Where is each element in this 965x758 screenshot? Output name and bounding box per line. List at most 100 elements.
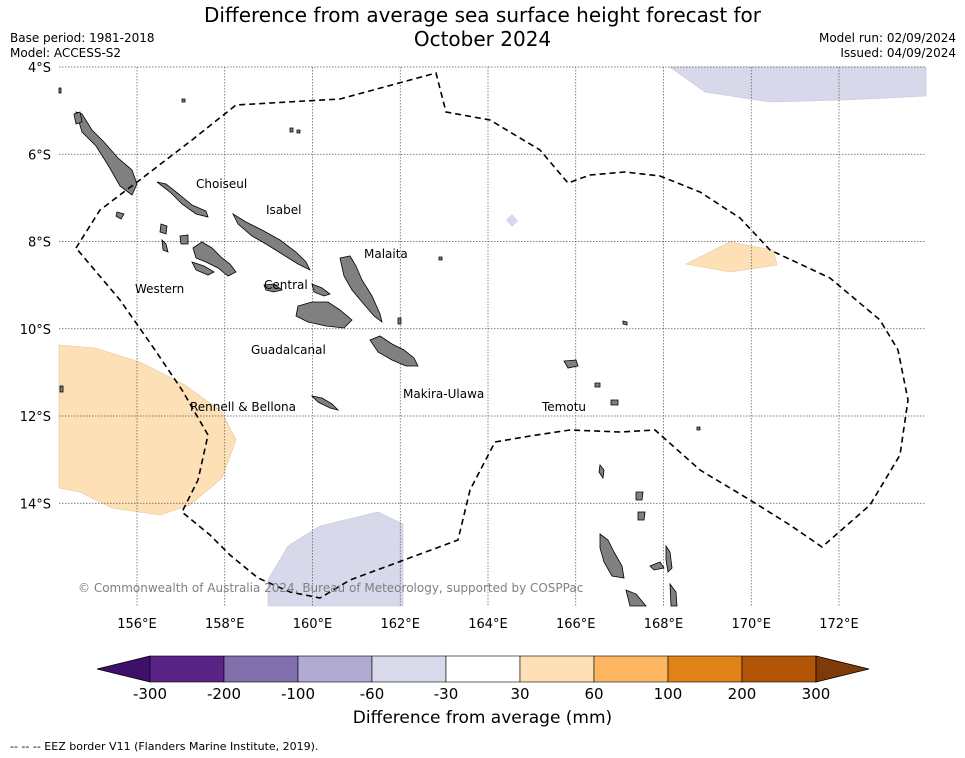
island-ontong-java [59, 385, 64, 393]
island-reef-5 [296, 129, 301, 134]
colorbar-tick: 100 [654, 685, 683, 703]
colorbar-tick: -60 [360, 685, 385, 703]
model-run: Model run: 02/09/2024 [818, 31, 956, 45]
lon-tick-label: 164°E [468, 617, 508, 632]
lat-tick-label: 12°S [20, 410, 51, 425]
colorbar-tick: -300 [133, 685, 167, 703]
province-labels: Choiseul Isabel Malaita Western Central … [135, 177, 586, 414]
lat-tick-label: 4°S [28, 61, 51, 76]
label-temotu: Temotu [541, 400, 586, 414]
model-name: Model: ACCESS-S2 [10, 46, 122, 60]
island-nissan [58, 87, 62, 94]
island-buka [73, 111, 83, 125]
colorbar-tick: 60 [584, 685, 603, 703]
issued-date: Issued: 04/09/2024 [840, 46, 956, 60]
colorbar-tick: -100 [281, 685, 315, 703]
island-reef-6 [438, 256, 443, 261]
island-choiseul [156, 181, 209, 218]
colorbar-tick: -30 [434, 685, 459, 703]
colorbar-extend-high [815, 655, 870, 683]
copyright-notice: © Commonwealth of Australia 2024, Bureau… [78, 581, 583, 595]
island-vella-lavella [159, 223, 168, 235]
island-vanua-lava [635, 491, 644, 501]
island-maewo [665, 544, 673, 573]
label-isabel: Isabel [266, 203, 301, 217]
island-russell [311, 283, 331, 297]
island-malaita [339, 255, 383, 323]
colorbar-segment [371, 655, 447, 683]
label-central: Central [264, 278, 308, 292]
island-gaua [637, 511, 646, 521]
colorbar-segment [741, 655, 817, 683]
meta-left: Base period: 1981-2018 Model: ACCESS-S2 [10, 31, 155, 61]
title-line-1: Difference from average sea surface heig… [203, 3, 762, 27]
anomaly-positive-west [58, 344, 237, 516]
colorbar-tick: 300 [802, 685, 831, 703]
chart-title: Difference from average sea surface heig… [0, 3, 965, 51]
meta-right: Model run: 02/09/2024 Issued: 04/09/2024 [819, 31, 956, 61]
anomaly-negative-speck [506, 214, 518, 227]
lon-tick-label: 160°E [293, 617, 333, 632]
island-isabel [232, 212, 311, 271]
lat-tick-label: 8°S [28, 236, 51, 251]
colorbar-segment [223, 655, 299, 683]
island-reef-1 [397, 317, 402, 325]
island-pentecost [669, 582, 678, 607]
title-line-2: October 2024 [413, 27, 552, 51]
colorbar-segment [667, 655, 743, 683]
lon-tick-label: 170°E [731, 617, 771, 632]
islands [58, 87, 701, 607]
label-choiseul: Choiseul [196, 177, 247, 191]
island-florida [263, 283, 283, 293]
map-area: Choiseul Isabel Malaita Western Central … [58, 66, 927, 607]
eez-border [75, 72, 909, 599]
island-guadalcanal [295, 301, 353, 329]
island-espiritu-santo [599, 533, 625, 579]
colorbar-tick: -200 [207, 685, 241, 703]
island-vangunu [191, 261, 215, 276]
island-vanikoro [610, 399, 619, 406]
island-shortland [115, 211, 125, 220]
longitude-labels: 156°E 158°E 160°E 162°E 164°E 166°E 168°E 170°E… [117, 617, 859, 632]
colorbar-segment [297, 655, 373, 683]
label-makira-ulawa: Makira-Ulawa [403, 387, 484, 401]
island-utupua [594, 382, 601, 388]
island-malekula [625, 589, 647, 607]
colorbar-extend-low [96, 655, 151, 683]
label-guadalcanal: Guadalcanal [251, 343, 326, 357]
island-rennell [310, 395, 340, 411]
map-background [59, 67, 926, 606]
island-kolombangara [179, 234, 189, 245]
island-makira [369, 335, 419, 367]
island-reef-2 [622, 320, 628, 326]
lat-tick-label: 6°S [28, 148, 51, 163]
label-western: Western [135, 282, 184, 296]
colorbar-tick-labels: -300 -200 -100 -60 -30 30 60 100 200 300 [133, 685, 830, 703]
colorbar-segment [593, 655, 669, 683]
colorbar-tick: 200 [728, 685, 757, 703]
lon-tick-label: 172°E [819, 617, 859, 632]
island-reef-3 [181, 98, 186, 103]
island-reef-7 [696, 426, 701, 431]
colorbar-segment [445, 655, 521, 683]
lon-tick-label: 158°E [205, 617, 245, 632]
base-period: Base period: 1981-2018 [10, 31, 155, 45]
colorbar-segment [149, 655, 225, 683]
lat-tick-label: 14°S [20, 497, 51, 512]
lon-tick-label: 166°E [556, 617, 596, 632]
island-torres [598, 464, 605, 480]
colorbar-label: Difference from average (mm) [352, 708, 613, 728]
anomaly-negative-south [267, 511, 404, 607]
lon-tick-label: 168°E [644, 617, 684, 632]
gridlines [59, 66, 926, 606]
colorbar [96, 655, 870, 683]
colorbar-tick: 30 [510, 685, 529, 703]
lat-tick-label: 10°S [20, 323, 51, 338]
island-ranongga [161, 238, 169, 253]
latitude-labels: 4°S 6°S 8°S 10°S 12°S 14°S [20, 61, 51, 512]
label-malaita: Malaita [364, 247, 408, 261]
lon-tick-label: 162°E [380, 617, 420, 632]
island-santa-cruz [563, 359, 579, 369]
island-reef-4 [289, 127, 294, 133]
